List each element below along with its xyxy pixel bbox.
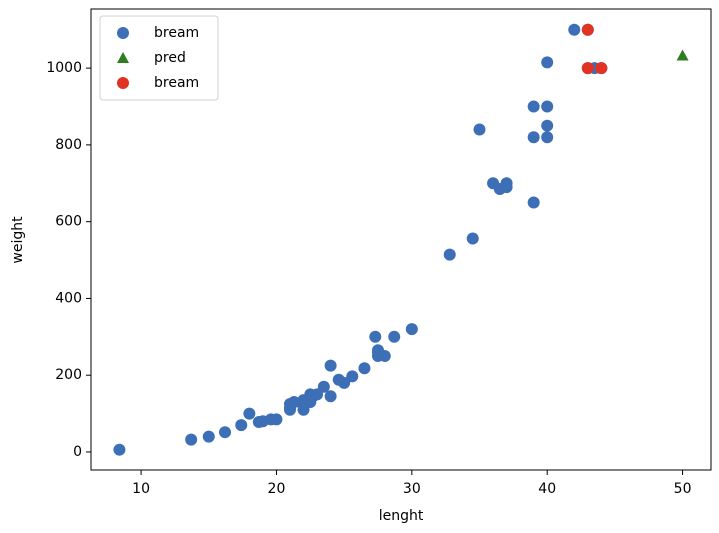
point — [541, 119, 554, 132]
point — [541, 56, 554, 69]
point — [378, 349, 391, 362]
y-tick-label: 1000 — [46, 60, 82, 76]
legend-marker — [117, 52, 129, 63]
point — [466, 232, 479, 245]
point — [527, 100, 540, 113]
plot-frame — [90, 8, 712, 471]
point — [358, 362, 371, 375]
point — [369, 330, 382, 343]
point — [405, 323, 418, 336]
legend-box — [99, 15, 219, 101]
point — [235, 419, 248, 432]
x-tick-label: 10 — [132, 481, 150, 497]
point — [324, 359, 337, 372]
point — [527, 131, 540, 144]
x-axis-label: lenght — [379, 508, 424, 524]
point — [219, 426, 232, 439]
point — [317, 380, 330, 393]
point — [595, 62, 608, 75]
point — [388, 330, 401, 343]
point — [541, 100, 554, 113]
legend-label: pred — [154, 50, 186, 66]
point — [288, 396, 301, 409]
point — [541, 131, 554, 144]
y-axis-label: weight — [10, 216, 26, 264]
legend-marker — [117, 27, 129, 39]
point — [113, 443, 126, 456]
point — [202, 430, 215, 443]
point — [185, 433, 198, 446]
point — [581, 62, 594, 75]
point — [527, 196, 540, 209]
point — [324, 390, 337, 403]
point — [676, 49, 689, 61]
point — [270, 413, 283, 426]
y-tick-label: 0 — [73, 444, 82, 460]
x-tick-label: 20 — [268, 481, 286, 497]
y-tick-label: 200 — [55, 367, 82, 383]
y-tick-label: 600 — [55, 214, 82, 230]
point — [500, 181, 513, 194]
point — [473, 123, 486, 136]
x-tick-label: 30 — [403, 481, 421, 497]
x-tick-label: 40 — [538, 481, 556, 497]
point — [311, 388, 324, 401]
y-tick-label: 400 — [55, 290, 82, 306]
legend-marker — [117, 77, 129, 89]
point — [346, 370, 359, 383]
legend-label: bream — [154, 25, 199, 41]
point — [487, 177, 500, 190]
point — [297, 403, 310, 416]
legend-label: bream — [154, 75, 199, 91]
y-tick-label: 800 — [55, 137, 82, 153]
legend: bream pred bream — [99, 15, 219, 101]
point — [443, 248, 456, 261]
point — [581, 23, 594, 36]
point — [338, 376, 351, 389]
point — [568, 23, 581, 36]
x-tick-label: 50 — [674, 481, 692, 497]
point — [243, 407, 256, 420]
